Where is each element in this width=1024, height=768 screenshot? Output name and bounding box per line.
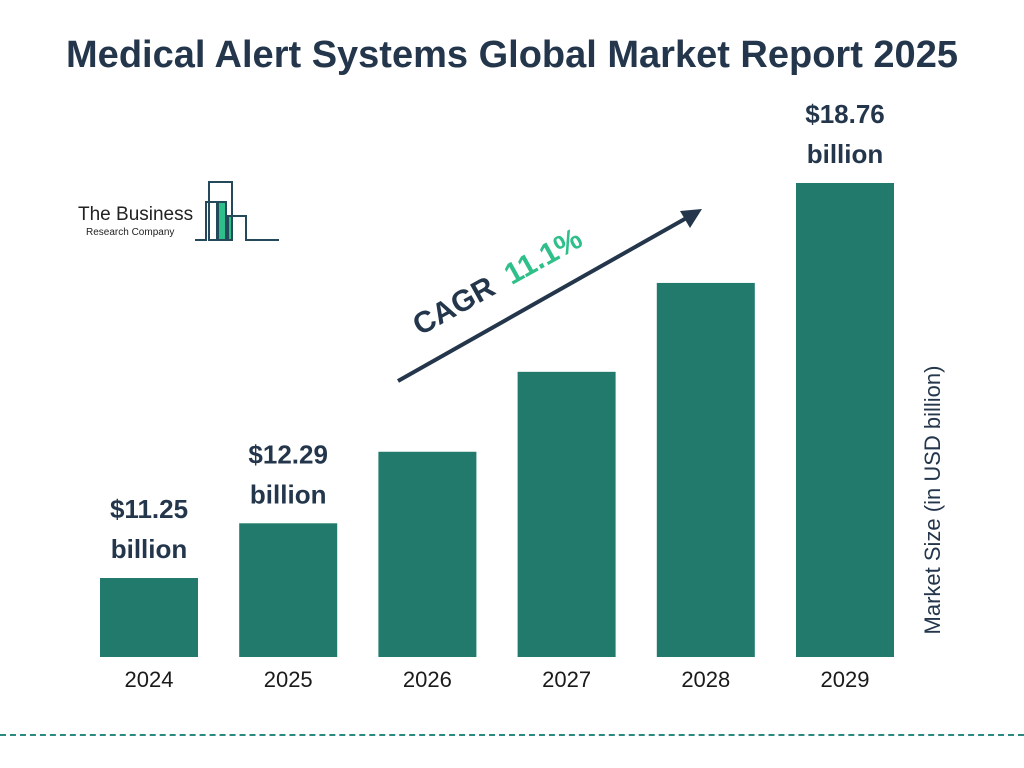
bar-2024: [100, 578, 198, 657]
x-tick-label: 2029: [821, 667, 870, 692]
x-tick-label: 2027: [542, 667, 591, 692]
logo-text-line1: The Business: [78, 204, 194, 225]
logo-text-line2: Research Company: [86, 227, 175, 238]
cagr-annotation: CAGR 11.1%: [397, 209, 702, 383]
data-label-2025: $12.29: [248, 439, 328, 469]
chart-title: Medical Alert Systems Global Market Repo…: [66, 34, 958, 76]
data-label-2024: $11.25: [110, 494, 188, 524]
bar-2029: [796, 183, 894, 657]
y-axis-label: Market Size (in USD billion): [920, 365, 945, 635]
data-label-2024: billion: [111, 534, 188, 564]
x-tick-label: 2026: [403, 667, 452, 692]
company-logo: The Business Research Company: [78, 180, 288, 245]
x-tick-label: 2024: [125, 667, 174, 692]
x-tick-label: 2028: [681, 667, 730, 692]
bar-2028: [656, 282, 755, 657]
bar-2027: [517, 371, 616, 657]
data-label-2025: billion: [250, 479, 327, 509]
bar-2026: [378, 451, 477, 657]
cagr-arrowhead-icon: [680, 209, 702, 228]
x-tick-label: 2025: [264, 667, 313, 692]
data-label-2029: $18.76: [805, 99, 885, 129]
cagr-arrow-line: [397, 214, 691, 383]
logo-buildings-icon: [195, 181, 279, 241]
footer-divider: [0, 734, 1024, 736]
bar-2025: [239, 523, 338, 657]
data-label-2029: billion: [807, 139, 884, 169]
